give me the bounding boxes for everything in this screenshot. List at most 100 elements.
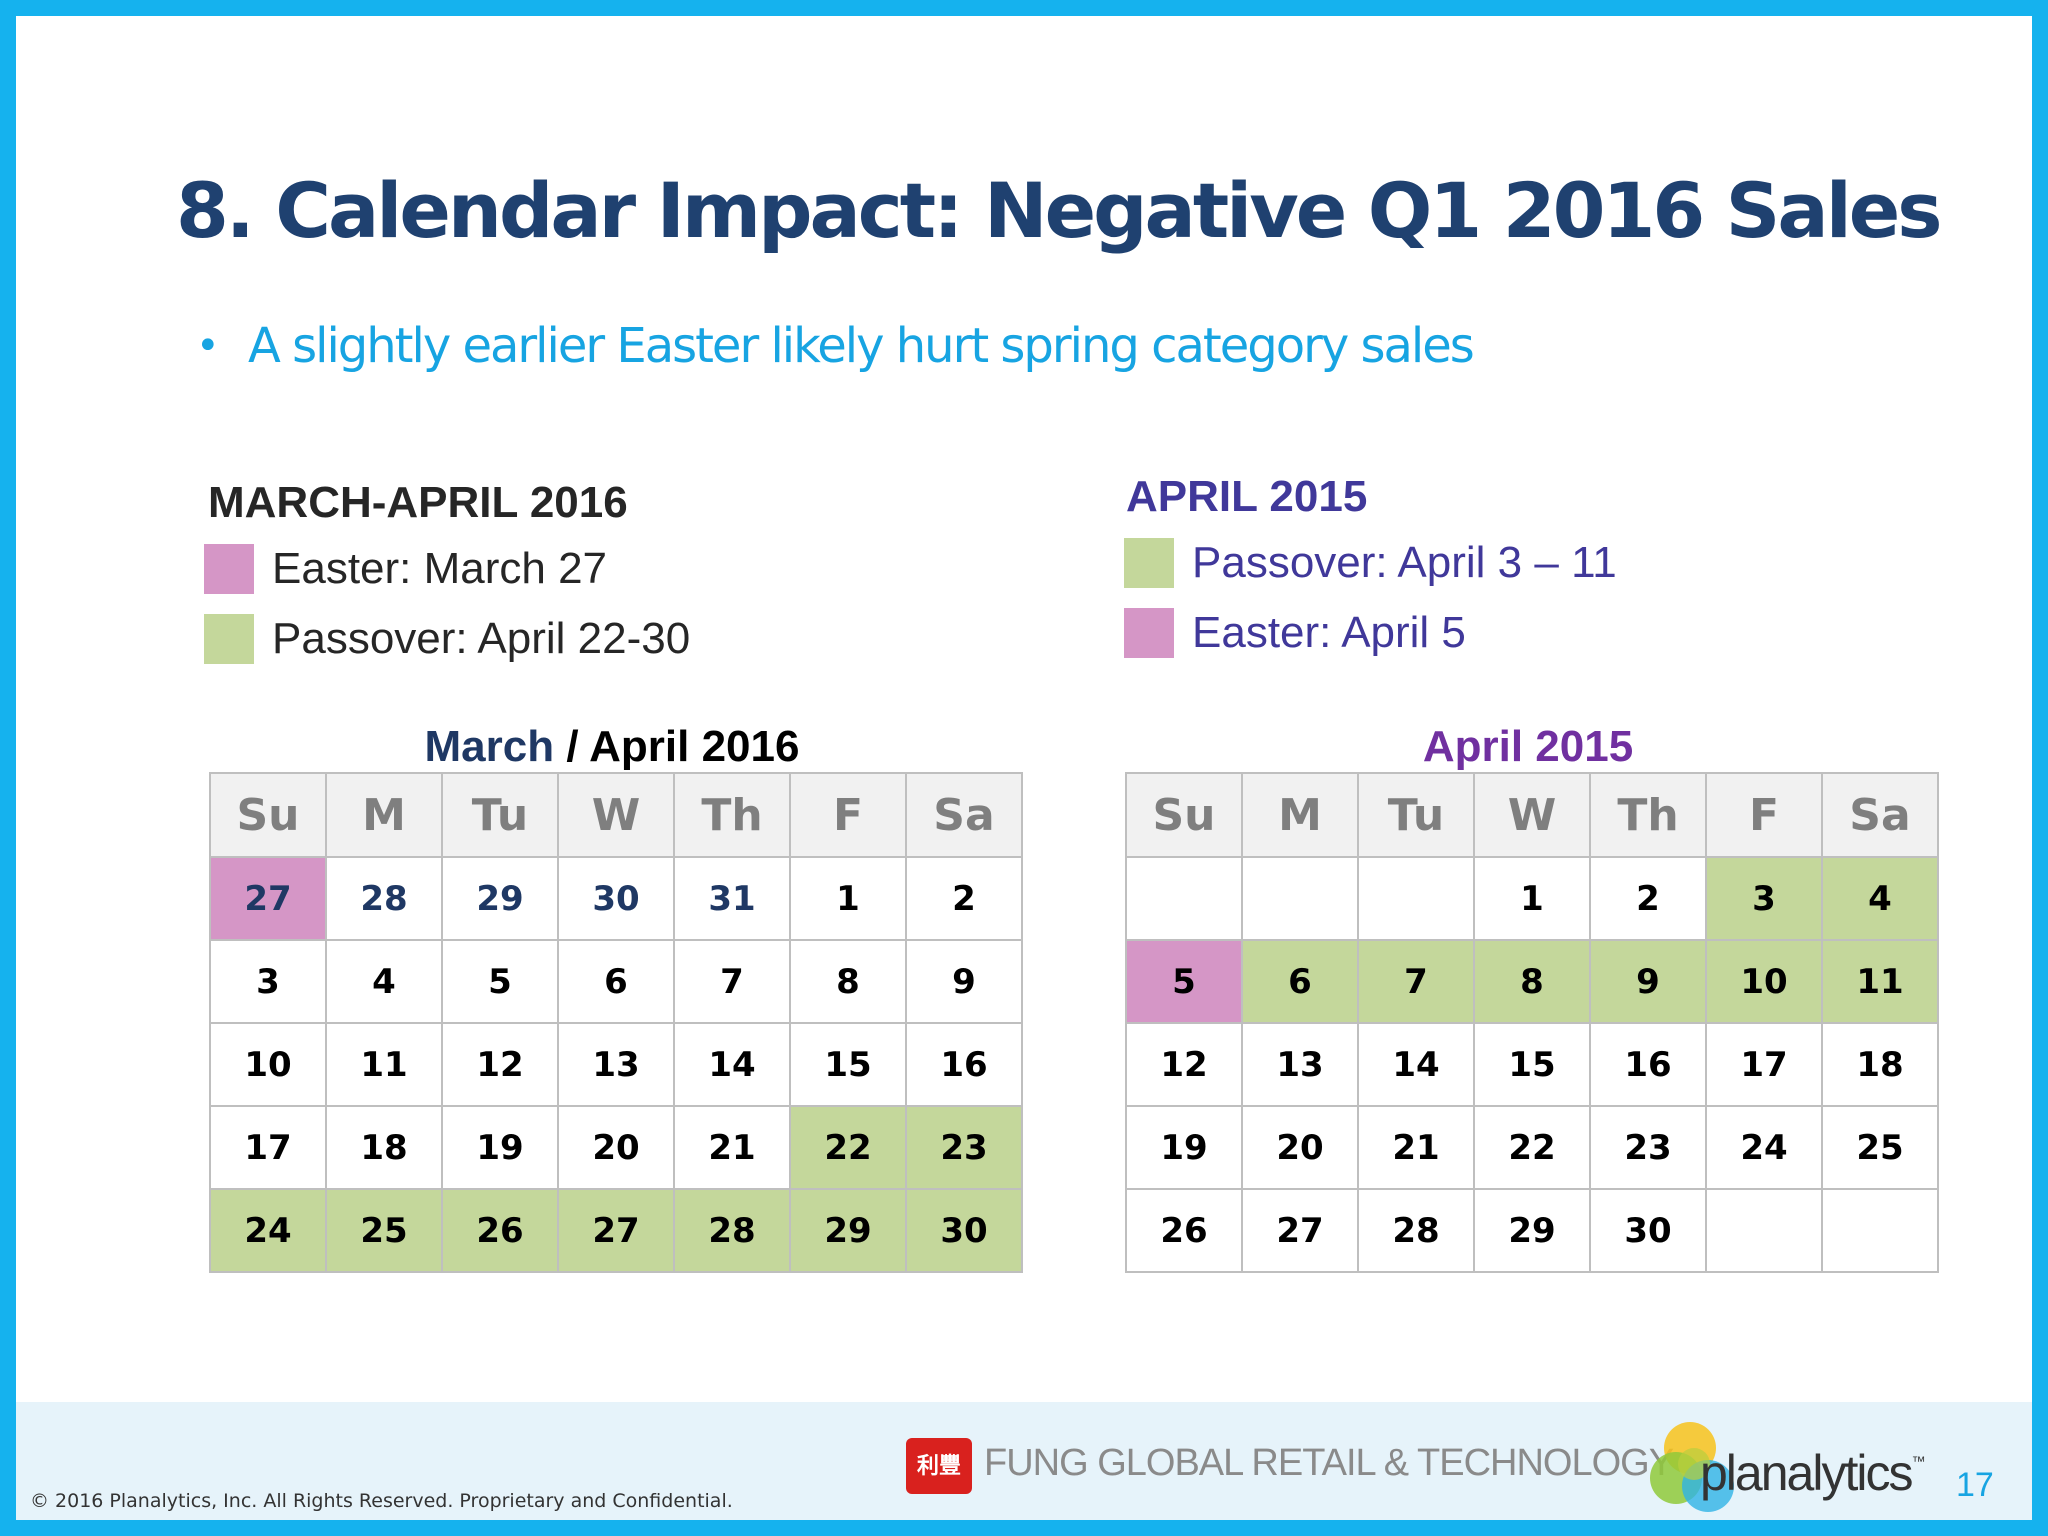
day-cell: 8 <box>1473 939 1591 1024</box>
week-row: 19 20 21 22 23 24 25 <box>1125 1105 1939 1190</box>
week-row: 24 25 26 27 28 29 30 <box>209 1188 1023 1273</box>
day-cell: 7 <box>673 939 791 1024</box>
day-cell: 2 <box>905 856 1023 941</box>
empty-day-cell <box>1357 856 1475 941</box>
weekday-header: Su <box>1125 772 1243 858</box>
easter-swatch <box>1124 608 1174 658</box>
day-cell: 12 <box>1125 1022 1243 1107</box>
day-cell: 5 <box>441 939 559 1024</box>
weekday-header: Tu <box>1357 772 1475 858</box>
day-cell: 10 <box>209 1022 327 1107</box>
day-cell: 27 <box>209 856 327 941</box>
day-cell: 21 <box>673 1105 791 1190</box>
day-cell: 31 <box>673 856 791 941</box>
legend-label: Passover: April 3 – 11 <box>1192 538 1617 587</box>
calendar-2016-title-march: March <box>424 722 555 771</box>
day-cell: 7 <box>1357 939 1475 1024</box>
day-cell: 1 <box>789 856 907 941</box>
day-cell: 30 <box>1589 1188 1707 1273</box>
trademark-mark: ™ <box>1911 1453 1926 1469</box>
legend-2015-passover: Passover: April 3 – 11 <box>1124 538 1617 588</box>
day-cell: 13 <box>1241 1022 1359 1107</box>
day-cell: 4 <box>325 939 443 1024</box>
legend-label: Easter: April 5 <box>1192 608 1466 657</box>
day-cell: 4 <box>1821 856 1939 941</box>
day-cell: 17 <box>209 1105 327 1190</box>
calendar-2015-title: April 2015 <box>1422 722 1634 771</box>
day-cell: 1 <box>1473 856 1591 941</box>
day-cell: 5 <box>1125 939 1243 1024</box>
weekday-header: Sa <box>905 772 1023 858</box>
week-row: 17 18 19 20 21 22 23 <box>209 1105 1023 1190</box>
weekday-header-row: Su M Tu W Th F Sa <box>209 772 1023 858</box>
day-cell: 16 <box>1589 1022 1707 1107</box>
weekday-header: M <box>325 772 443 858</box>
passover-swatch <box>1124 538 1174 588</box>
day-cell: 8 <box>789 939 907 1024</box>
day-cell: 2 <box>1589 856 1707 941</box>
day-cell: 3 <box>1705 856 1823 941</box>
day-cell: 19 <box>441 1105 559 1190</box>
day-cell: 30 <box>905 1188 1023 1273</box>
day-cell: 15 <box>1473 1022 1591 1107</box>
day-cell: 28 <box>673 1188 791 1273</box>
day-cell: 29 <box>441 856 559 941</box>
page-number: 17 <box>1956 1466 1994 1504</box>
day-cell: 27 <box>1241 1188 1359 1273</box>
day-cell: 19 <box>1125 1105 1243 1190</box>
legend-2016-easter: Easter: March 27 <box>204 544 607 594</box>
day-cell: 17 <box>1705 1022 1823 1107</box>
legend-2016-title: MARCH-APRIL 2016 <box>208 478 628 527</box>
empty-day-cell <box>1241 856 1359 941</box>
weekday-header: F <box>1705 772 1823 858</box>
day-cell: 22 <box>1473 1105 1591 1190</box>
week-row: 27 28 29 30 31 1 2 <box>209 856 1023 941</box>
weekday-header: Th <box>1589 772 1707 858</box>
day-cell: 25 <box>325 1188 443 1273</box>
day-cell: 24 <box>209 1188 327 1273</box>
empty-day-cell <box>1705 1188 1823 1273</box>
fung-global-text: FUNG GLOBAL RETAIL & TECHNOLOGY <box>984 1442 1674 1484</box>
day-cell: 26 <box>441 1188 559 1273</box>
day-cell: 24 <box>1705 1105 1823 1190</box>
passover-swatch <box>204 614 254 664</box>
planalytics-wordmark: planalytics <box>1700 1445 1913 1501</box>
day-cell: 11 <box>325 1022 443 1107</box>
weekday-header: Su <box>209 772 327 858</box>
day-cell: 28 <box>1357 1188 1475 1273</box>
day-cell: 12 <box>441 1022 559 1107</box>
calendar-2016-title-april: April 2016 <box>589 722 800 771</box>
calendar-2016-title: March / April 2016 <box>210 722 1014 772</box>
day-cell: 23 <box>1589 1105 1707 1190</box>
day-cell: 28 <box>325 856 443 941</box>
legend-2015-easter: Easter: April 5 <box>1124 608 1466 658</box>
weekday-header: Sa <box>1821 772 1939 858</box>
day-cell: 14 <box>1357 1022 1475 1107</box>
day-cell: 21 <box>1357 1105 1475 1190</box>
day-cell: 30 <box>557 856 675 941</box>
empty-day-cell <box>1821 1188 1939 1273</box>
day-cell: 25 <box>1821 1105 1939 1190</box>
weekday-header: W <box>557 772 675 858</box>
copyright-text: © 2016 Planalytics, Inc. All Rights Rese… <box>30 1490 733 1512</box>
day-cell: 20 <box>557 1105 675 1190</box>
weekday-header: M <box>1241 772 1359 858</box>
legend-label: Passover: April 22-30 <box>272 614 691 663</box>
calendar-2016-title-sep: / <box>554 722 590 771</box>
planalytics-logo-text: planalytics™ <box>1700 1444 1925 1502</box>
legend-2016-passover: Passover: April 22-30 <box>204 614 690 664</box>
day-cell: 9 <box>1589 939 1707 1024</box>
week-row: 5 6 7 8 9 10 11 <box>1125 939 1939 1024</box>
day-cell: 18 <box>1821 1022 1939 1107</box>
legend-label: Easter: March 27 <box>272 544 608 593</box>
fung-logo-icon: 利豐 <box>906 1438 972 1494</box>
day-cell: 10 <box>1705 939 1823 1024</box>
day-cell: 26 <box>1125 1188 1243 1273</box>
day-cell: 6 <box>557 939 675 1024</box>
week-row: 12 13 14 15 16 17 18 <box>1125 1022 1939 1107</box>
day-cell: 3 <box>209 939 327 1024</box>
calendar-2015: Su M Tu W Th F Sa 1 2 3 4 5 6 7 8 9 10 11 12 13 14 15 16 17 18 1… <box>1125 772 1939 1273</box>
week-row: 10 11 12 13 14 15 16 <box>209 1022 1023 1107</box>
